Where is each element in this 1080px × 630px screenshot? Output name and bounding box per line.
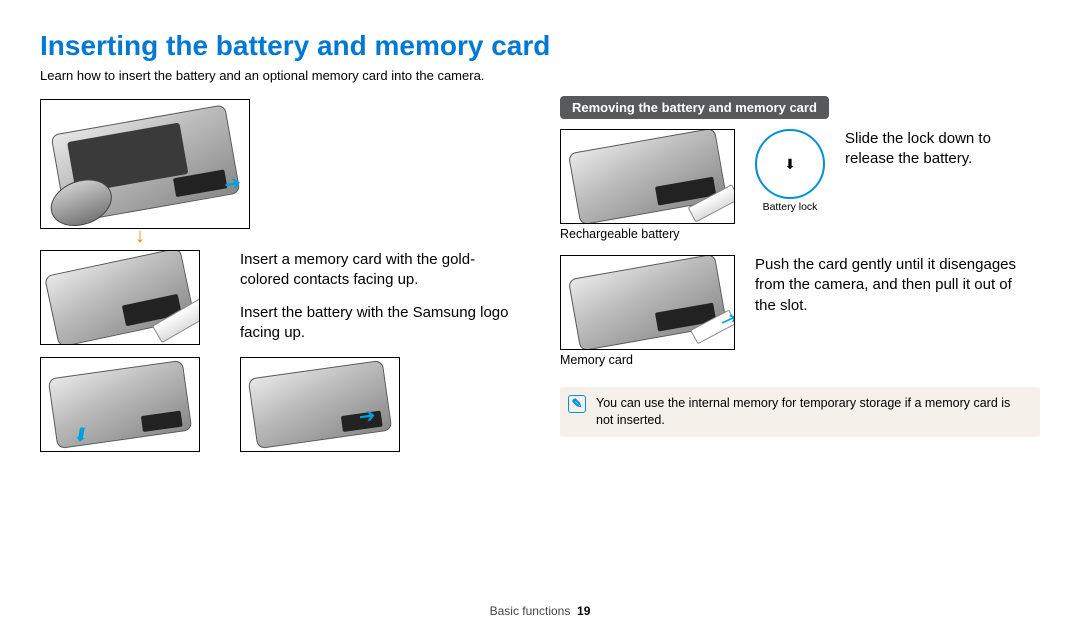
row-remove-card: ↗ Memory card Push the card gently until… bbox=[560, 255, 1040, 381]
footer-section: Basic functions bbox=[490, 604, 571, 618]
figure-remove-card-wrap: ↗ Memory card bbox=[560, 255, 735, 381]
figure-door-open-2: ➔ bbox=[240, 357, 400, 452]
arrow-icon: ➔ bbox=[222, 170, 243, 198]
instr-remove-card: Push the card gently until it disengages… bbox=[755, 255, 1035, 316]
instr-remove-battery: Slide the lock down to release the batte… bbox=[845, 129, 1040, 170]
figure-remove-card: ↗ bbox=[560, 255, 735, 350]
battery-lock-callout: ⬇ Battery lock bbox=[755, 129, 825, 213]
page-footer: Basic functions 19 bbox=[0, 604, 1080, 618]
instr-card: Insert a memory card with the gold-color… bbox=[240, 250, 510, 291]
row-remove-battery: Rechargeable battery ⬇ Battery lock Slid… bbox=[560, 129, 1040, 255]
arrow-icon: ➔ bbox=[357, 402, 377, 429]
page-title: Inserting the battery and memory card bbox=[40, 30, 1040, 62]
left-column: ➔ ↓ Insert a memory card with the gold-c… bbox=[40, 99, 520, 464]
figure-remove-battery bbox=[560, 129, 735, 224]
figure-camera-back: ➔ bbox=[40, 99, 250, 229]
right-column: Removing the battery and memory card Rec… bbox=[560, 99, 1040, 464]
battery-lock-circle: ⬇ bbox=[755, 129, 825, 199]
caption-battery: Rechargeable battery bbox=[560, 227, 735, 241]
note-icon: ✎ bbox=[568, 395, 586, 413]
footer-page: 19 bbox=[577, 604, 590, 618]
battery-lock-label: Battery lock bbox=[755, 201, 825, 213]
row-door-figs: ➥ ➔ bbox=[40, 357, 520, 452]
row-insert-card: Insert a memory card with the gold-color… bbox=[40, 250, 520, 345]
subsection-pill: Removing the battery and memory card bbox=[560, 96, 829, 119]
instr-battery: Insert the battery with the Samsung logo… bbox=[240, 303, 510, 344]
content-columns: ➔ ↓ Insert a memory card with the gold-c… bbox=[40, 99, 1040, 464]
lock-down-arrow-icon: ⬇ bbox=[784, 156, 796, 173]
figure-insert-card bbox=[40, 250, 200, 345]
left-instructions: Insert a memory card with the gold-color… bbox=[240, 250, 510, 343]
figure-remove-battery-wrap: Rechargeable battery bbox=[560, 129, 735, 255]
intro-text: Learn how to insert the battery and an o… bbox=[40, 68, 1040, 83]
note-text: You can use the internal memory for temp… bbox=[596, 396, 1010, 427]
figure-door-open-1: ➥ bbox=[40, 357, 200, 452]
caption-card: Memory card bbox=[560, 353, 735, 367]
note-box: ✎ You can use the internal memory for te… bbox=[560, 387, 1040, 437]
